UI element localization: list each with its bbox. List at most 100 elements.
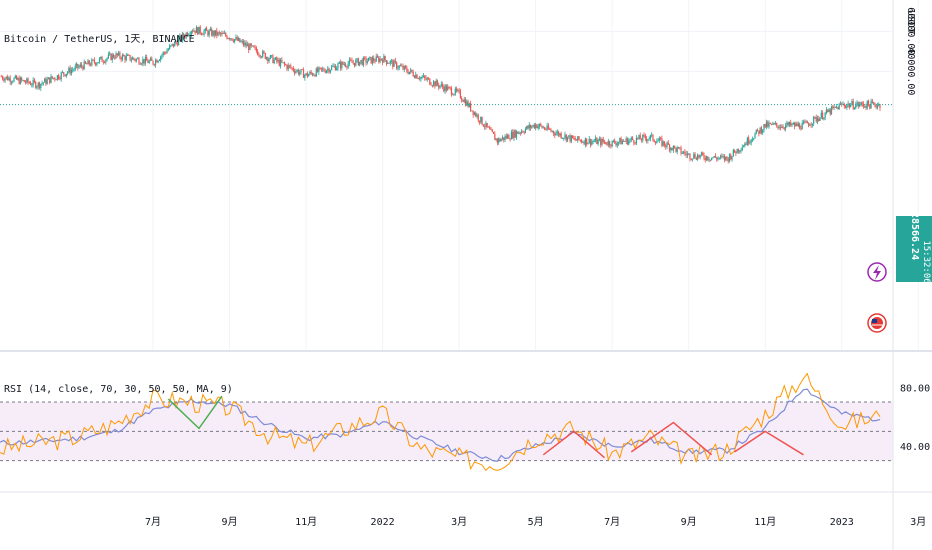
- candle-body: [802, 122, 805, 124]
- candle-body: [736, 148, 738, 154]
- candle-body: [716, 157, 718, 160]
- candle-body: [120, 57, 122, 60]
- candle-body: [487, 126, 490, 128]
- candle-body: [726, 156, 728, 159]
- candle-body: [218, 32, 220, 34]
- candle-body: [278, 59, 280, 66]
- candle-body: [93, 59, 95, 63]
- candle-body: [504, 136, 506, 140]
- candle-body: [714, 155, 717, 158]
- candle-body: [708, 159, 710, 161]
- price-tick-label: 60000.00: [905, 7, 916, 55]
- candle-body: [691, 158, 694, 160]
- candle-body: [35, 81, 37, 88]
- candle-body: [416, 74, 418, 79]
- candle-body: [532, 124, 534, 127]
- time-tick-label: 9月: [222, 516, 238, 528]
- candle-body: [503, 137, 505, 140]
- candle-body: [844, 106, 847, 108]
- candle-body: [146, 57, 148, 61]
- time-tick-label: 11月: [295, 516, 317, 528]
- candle-body: [533, 124, 535, 129]
- candle-body: [388, 63, 390, 64]
- candle-body: [28, 82, 30, 84]
- candle-body: [130, 59, 132, 61]
- candle-body: [103, 62, 106, 63]
- candle-body: [531, 126, 533, 128]
- candle-body: [259, 55, 261, 58]
- candle-body: [246, 44, 249, 47]
- lightning-icon[interactable]: [867, 262, 887, 282]
- candle-body: [204, 28, 206, 32]
- candle-body: [744, 143, 746, 147]
- candle-body: [719, 155, 722, 158]
- candle-body: [242, 41, 245, 46]
- candle-body: [361, 60, 363, 66]
- candle-body: [55, 79, 57, 81]
- candle-body: [52, 77, 55, 79]
- candle-body: [212, 30, 214, 36]
- candle-body: [403, 66, 405, 70]
- candle-body: [660, 138, 662, 140]
- candle-body: [756, 129, 759, 131]
- candle-body: [424, 75, 426, 78]
- candle-body: [674, 145, 676, 148]
- candle-body: [371, 57, 374, 64]
- candle-body: [253, 45, 255, 48]
- candle-body: [107, 54, 110, 58]
- candle-body: [559, 133, 561, 136]
- candle-body: [670, 147, 672, 151]
- candle-body: [873, 102, 875, 104]
- time-axis[interactable]: 7月 9月 11月 2022 3月 5月 7月 9月 11月 2023 3月: [145, 516, 926, 528]
- rsi-axis[interactable]: 80.00 40.00: [900, 383, 930, 453]
- price-pane[interactable]: [0, 0, 893, 350]
- candle-body: [316, 68, 319, 72]
- candle-body: [811, 123, 814, 126]
- candle-body: [87, 60, 89, 65]
- candle-body: [616, 143, 618, 146]
- candle-body: [342, 62, 344, 65]
- candle-body: [78, 66, 80, 68]
- candle-body: [322, 68, 324, 70]
- candle-body: [508, 134, 510, 140]
- candle-body: [654, 141, 657, 144]
- candle-body: [27, 78, 29, 83]
- candle-body: [439, 85, 441, 88]
- candle-body: [467, 101, 469, 107]
- candle-body: [382, 59, 384, 63]
- candle-body: [251, 45, 254, 47]
- candle-body: [443, 86, 445, 92]
- candle-body: [193, 30, 195, 32]
- candle-body: [203, 31, 205, 35]
- candle-body: [592, 141, 594, 143]
- candle-body: [809, 124, 811, 126]
- candle-body: [695, 158, 697, 160]
- candle-body: [788, 122, 791, 126]
- candle-body: [398, 65, 400, 68]
- candle-body: [68, 67, 70, 73]
- candle-body: [875, 105, 877, 108]
- candle-body: [0, 76, 2, 78]
- candle-body: [418, 78, 421, 80]
- candle-body: [768, 123, 770, 127]
- candle-body: [594, 138, 597, 142]
- candle-body: [239, 38, 241, 43]
- candle-body: [500, 139, 502, 142]
- candle-body: [359, 61, 361, 66]
- candle-body: [694, 154, 696, 159]
- candle-body: [597, 140, 599, 145]
- candle-body: [484, 126, 486, 128]
- candle-body: [44, 78, 46, 83]
- candle-body: [818, 118, 820, 121]
- candle-body: [680, 147, 682, 154]
- us-flag-event-icon[interactable]: [867, 313, 887, 333]
- candle-body: [524, 128, 527, 133]
- candle-body: [375, 56, 377, 62]
- candle-body: [345, 64, 347, 67]
- time-tick-label: 2023: [830, 517, 854, 528]
- candle-body: [260, 56, 263, 58]
- symbol-label: Bitcoin / TetherUS, 1天, BINANCE: [4, 34, 195, 45]
- candle-body: [387, 63, 389, 64]
